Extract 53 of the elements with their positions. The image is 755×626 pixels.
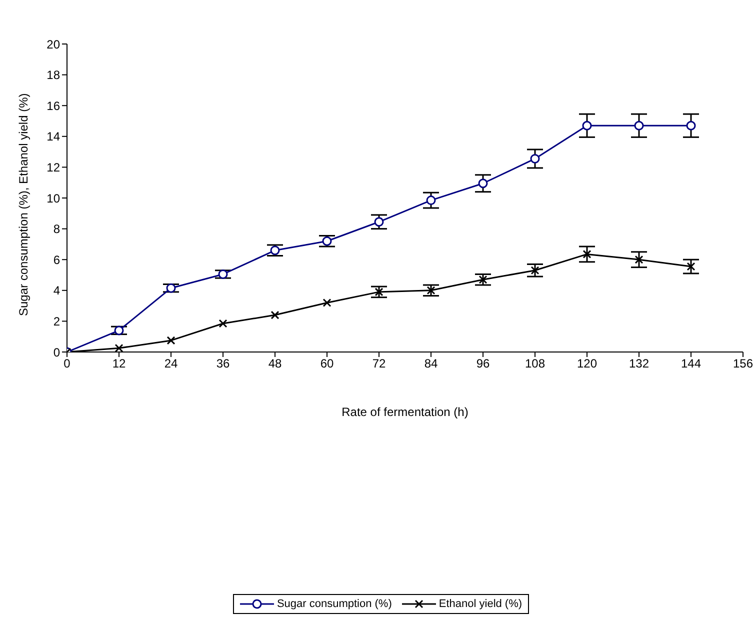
point (426, 196, 436, 206)
y-tick-label: 0 (53, 345, 60, 360)
x-tick-label: 108 (524, 356, 546, 371)
y-tick-label: 14 (46, 130, 60, 144)
x-tick-label: 48 (268, 356, 282, 371)
x-tick-label: 60 (320, 356, 334, 371)
x-tick-label: 36 (216, 356, 230, 371)
point (270, 310, 280, 320)
point (582, 250, 592, 258)
point (114, 344, 124, 352)
point (426, 286, 436, 295)
point (634, 255, 644, 264)
legend-label: Ethanol yield (%) (438, 598, 522, 610)
point (686, 120, 696, 130)
x-tick-label: 12 (112, 356, 126, 371)
x-tick-label: 120 (576, 356, 598, 371)
point (218, 269, 228, 279)
y-tick-label: 4 (53, 284, 60, 298)
point (374, 217, 384, 227)
point (634, 120, 644, 130)
point (218, 319, 228, 328)
point (166, 283, 176, 293)
point (114, 326, 124, 336)
y-tick-label: 12 (46, 160, 60, 174)
point (166, 336, 176, 345)
x-tick-label: 84 (424, 356, 438, 371)
y-tick-label: 8 (53, 222, 60, 236)
y-tick-label: 10 (46, 191, 60, 206)
point (530, 154, 540, 164)
point (530, 266, 540, 275)
point (322, 298, 332, 307)
point (322, 236, 332, 246)
x-tick-label: 72 (372, 356, 386, 371)
legend-label: Sugar consumption (%) (276, 598, 392, 610)
y-tick-label: 2 (53, 314, 60, 328)
x-tick-label: 96 (476, 356, 490, 371)
x-tick-label: 132 (628, 356, 650, 371)
y-axis-title: Sugar consumption (%), Ethanol yield (%) (16, 93, 30, 316)
y-tick-label: 18 (46, 68, 60, 82)
point (686, 262, 696, 271)
point (478, 178, 488, 188)
y-tick-label: 16 (46, 98, 60, 113)
point (270, 246, 280, 256)
x-tick-label: 24 (164, 356, 178, 371)
x-tick-label: 144 (680, 356, 702, 371)
y-tick-label: 6 (53, 252, 60, 267)
x-axis-title: Rate of fermentation (h) (342, 405, 468, 419)
point (582, 120, 592, 130)
point (478, 275, 488, 284)
x-tick-label: 0 (64, 356, 71, 371)
point (374, 288, 384, 296)
x-tick-label: 156 (732, 356, 754, 371)
y-tick-label: 20 (46, 37, 60, 52)
